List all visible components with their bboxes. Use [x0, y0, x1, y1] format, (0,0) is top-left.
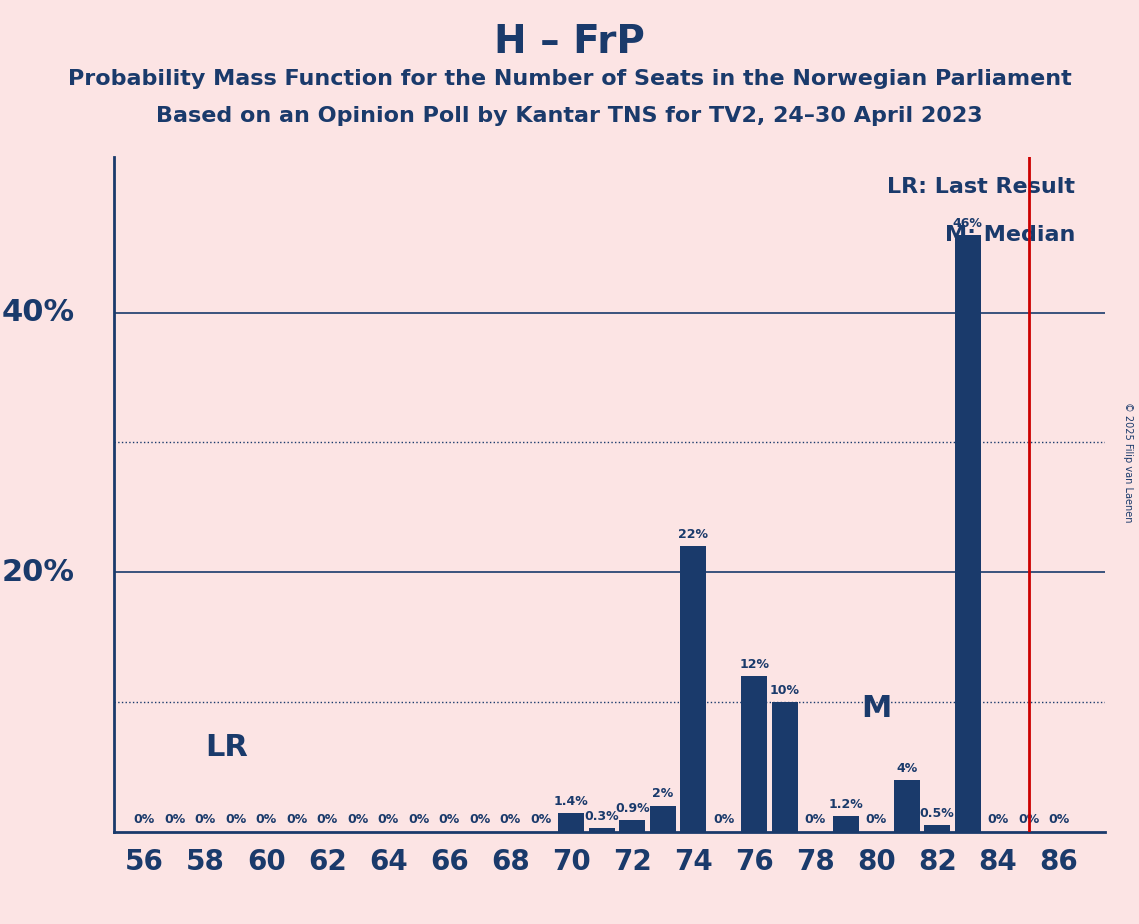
- Text: 0%: 0%: [317, 813, 338, 826]
- Text: 1.2%: 1.2%: [828, 797, 863, 811]
- Text: 0%: 0%: [713, 813, 735, 826]
- Text: 0%: 0%: [226, 813, 246, 826]
- Text: 0%: 0%: [286, 813, 308, 826]
- Bar: [894, 780, 919, 832]
- Text: 0%: 0%: [164, 813, 186, 826]
- Bar: [649, 806, 675, 832]
- Bar: [772, 702, 797, 832]
- Text: 0%: 0%: [195, 813, 216, 826]
- Text: 0%: 0%: [378, 813, 399, 826]
- Text: 2%: 2%: [653, 787, 673, 800]
- Bar: [589, 828, 615, 832]
- Text: 10%: 10%: [770, 684, 800, 697]
- Text: © 2025 Filip van Laenen: © 2025 Filip van Laenen: [1123, 402, 1133, 522]
- Bar: [954, 235, 981, 832]
- Text: 0%: 0%: [256, 813, 277, 826]
- Bar: [620, 820, 645, 832]
- Text: LR: LR: [205, 733, 248, 761]
- Text: M: M: [861, 694, 892, 723]
- Text: 0.9%: 0.9%: [615, 802, 649, 815]
- Text: 12%: 12%: [739, 658, 769, 671]
- Bar: [558, 813, 584, 832]
- Text: 20%: 20%: [1, 558, 74, 587]
- Text: 0%: 0%: [469, 813, 491, 826]
- Text: 0%: 0%: [530, 813, 551, 826]
- Text: M: Median: M: Median: [944, 225, 1075, 245]
- Text: 4%: 4%: [896, 761, 917, 774]
- Text: 0%: 0%: [408, 813, 429, 826]
- Text: 0%: 0%: [1049, 813, 1070, 826]
- Text: 0%: 0%: [439, 813, 460, 826]
- Bar: [924, 825, 950, 832]
- Text: 40%: 40%: [1, 298, 74, 327]
- Text: 46%: 46%: [952, 217, 983, 230]
- Text: LR: Last Result: LR: Last Result: [887, 177, 1075, 198]
- Bar: [741, 676, 768, 832]
- Text: 0%: 0%: [988, 813, 1009, 826]
- Bar: [680, 546, 706, 832]
- Bar: [833, 816, 859, 832]
- Text: 22%: 22%: [678, 528, 708, 541]
- Text: 0%: 0%: [1018, 813, 1039, 826]
- Text: 0%: 0%: [804, 813, 826, 826]
- Text: Based on an Opinion Poll by Kantar TNS for TV2, 24–30 April 2023: Based on an Opinion Poll by Kantar TNS f…: [156, 106, 983, 127]
- Text: 0%: 0%: [866, 813, 887, 826]
- Text: H – FrP: H – FrP: [494, 23, 645, 61]
- Text: 0%: 0%: [500, 813, 521, 826]
- Text: 0.3%: 0.3%: [584, 809, 620, 822]
- Text: 0%: 0%: [133, 813, 155, 826]
- Text: 0.5%: 0.5%: [920, 807, 954, 820]
- Text: 1.4%: 1.4%: [554, 796, 589, 808]
- Text: Probability Mass Function for the Number of Seats in the Norwegian Parliament: Probability Mass Function for the Number…: [67, 69, 1072, 90]
- Text: 0%: 0%: [347, 813, 368, 826]
